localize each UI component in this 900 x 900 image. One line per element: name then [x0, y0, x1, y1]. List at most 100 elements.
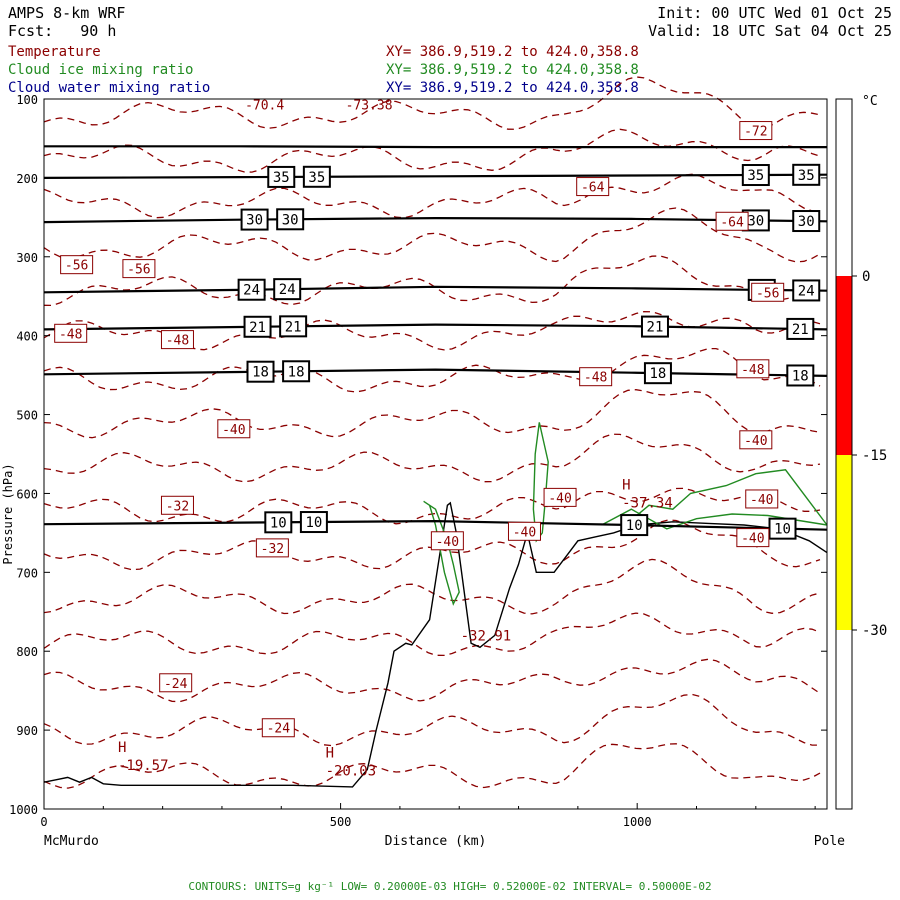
contour-label-box [279, 315, 308, 338]
black-contour-line [43, 285, 828, 294]
contour-label-box [264, 511, 293, 534]
isotherm-line [43, 612, 821, 657]
contour-label-box [620, 514, 649, 537]
contour-label: 10 [270, 515, 287, 531]
field-cloud-water-name: Cloud water mixing ratio [8, 80, 211, 96]
contour-label-box [246, 360, 275, 383]
x-tick-label: 0 [40, 815, 47, 829]
contour-label-box [786, 364, 815, 387]
x-axis-label: Distance (km) [385, 834, 487, 849]
contour-label: 21 [792, 322, 809, 338]
x-endpoint-left: McMurdo [44, 834, 99, 849]
black-contour-line [44, 145, 827, 149]
contour-label: 18 [792, 368, 809, 384]
temperature-label-box [745, 489, 779, 509]
x-tick-label: 1000 [623, 815, 652, 829]
contour-label-box [792, 163, 821, 186]
contour-label-box [243, 315, 272, 338]
temperature-label: -40 [744, 434, 767, 449]
temperature-label-box [60, 255, 94, 275]
y-tick-label: 1000 [9, 803, 38, 817]
contour-label-box [792, 279, 821, 302]
ice-contour [423, 500, 460, 606]
temperature-label: -56 [127, 263, 150, 278]
contour-label-box [276, 208, 305, 231]
isotherm-line [43, 347, 821, 393]
temperature-label: -40 [513, 525, 536, 540]
minimum-value: -32.91 [461, 628, 512, 644]
contour-label-box [299, 511, 328, 534]
valid-time: Valid: 18 UTC Sat 04 Oct 25 [648, 22, 892, 40]
temperature-label: -40 [741, 532, 764, 547]
contour-label: 24 [279, 282, 296, 298]
temperature-label: -40 [436, 535, 459, 550]
y-tick-label: 800 [16, 645, 38, 659]
temperature-label: -24 [267, 722, 291, 737]
temperature-label: -40 [750, 493, 773, 508]
temperature-label-box [255, 538, 289, 558]
temperature-label-box [160, 330, 194, 350]
y-tick-label: 200 [16, 172, 38, 186]
temperature-label-box [751, 282, 785, 302]
colorbar-unit: °C [862, 94, 878, 109]
temperature-label: -48 [741, 363, 764, 378]
contour-label: 10 [626, 518, 643, 534]
extremum-value: -19.57 [118, 758, 169, 774]
contour-label-box [240, 208, 269, 231]
contour-label: 21 [249, 320, 266, 336]
temperature-label: -24 [164, 677, 188, 692]
contours-footer: CONTOURS: UNITS=g kg⁻¹ LOW= 0.20000E-03 … [188, 880, 712, 893]
black-contour-line [43, 519, 828, 531]
contour-label: 21 [285, 319, 302, 335]
field-cloud-water-xy: XY= 386.9,519.2 to 424.0,358.8 [386, 80, 639, 96]
temperature-label-box [739, 121, 773, 141]
temperature-label: -48 [584, 371, 607, 386]
colorbar-segment [836, 455, 852, 630]
extremum-marker: H [118, 740, 126, 756]
isotherm-line [43, 255, 821, 307]
isotherm-line [43, 128, 821, 173]
contour-label: 35 [798, 168, 815, 184]
contour-label: 35 [747, 168, 764, 184]
isotherm-line [43, 693, 821, 747]
contour-label: 30 [246, 213, 263, 229]
contour-label: 10 [774, 522, 791, 538]
x-tick-label: 500 [330, 815, 352, 829]
temperature-label-box [122, 259, 156, 279]
contour-label: 30 [747, 213, 764, 229]
temperature-label: -32 [166, 499, 189, 514]
temperature-label: -70.4 [245, 99, 284, 114]
temperature-label-box [430, 531, 464, 551]
contour-label: 35 [308, 170, 325, 186]
temperature-label: -48 [59, 327, 82, 342]
extremum-value: -37.34 [622, 495, 673, 511]
contour-label-box [786, 317, 815, 340]
temperature-label-box [715, 211, 749, 231]
contour-label: 24 [798, 283, 815, 299]
contour-label-box [741, 164, 770, 187]
temperature-label-box [739, 430, 773, 450]
temperature-label-box [579, 367, 613, 387]
contour-label-box [640, 315, 669, 338]
temperature-label: -56 [756, 286, 779, 301]
y-tick-label: 300 [16, 251, 38, 265]
init-time: Init: 00 UTC Wed 01 Oct 25 [657, 4, 892, 22]
isotherm-line [43, 207, 821, 263]
isotherm-line [43, 76, 821, 130]
isotherm-line [43, 173, 821, 219]
temperature-label: -48 [166, 334, 189, 349]
y-tick-label: 100 [16, 93, 38, 107]
contour-label-box [267, 165, 296, 188]
field-temperature-name: Temperature [8, 44, 101, 60]
black-contour-line [43, 173, 828, 179]
isotherm-line [43, 389, 821, 439]
contour-label-box [302, 165, 331, 188]
temperature-label: -72 [744, 125, 767, 140]
x-endpoint-right: Pole [814, 834, 845, 849]
forecast-hour: Fcst: 90 h [8, 22, 117, 40]
contour-label: 18 [288, 364, 305, 380]
contour-label-box [237, 278, 266, 301]
isotherm-line [43, 743, 821, 789]
contour-label: 30 [282, 212, 299, 228]
